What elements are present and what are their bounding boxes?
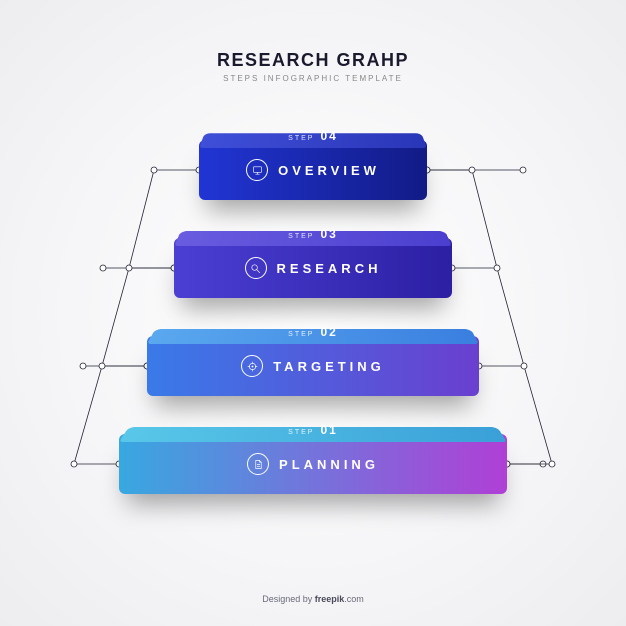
target-icon (241, 355, 263, 377)
step-slab: STEP04 OVERVIEW (199, 140, 427, 200)
monitor-icon (246, 159, 268, 181)
step-block-03: STEP03 RESEARCH (313, 238, 591, 298)
step-tag: STEP 02 (288, 325, 338, 339)
step-front: RESEARCH (174, 238, 452, 298)
step-tag: STEP 03 (288, 227, 338, 241)
page-title: RESEARCH GRAHP (0, 50, 626, 71)
step-front: PLANNING (119, 434, 507, 494)
step-front: OVERVIEW (199, 140, 427, 200)
step-label: TARGETING (273, 359, 385, 374)
page-subtitle: STEPS INFOGRAPHIC TEMPLATE (0, 74, 626, 83)
step-block-04: STEP04 OVERVIEW (313, 140, 541, 200)
attribution: Designed by freepik.com (0, 594, 626, 604)
attribution-brand: freepik (315, 594, 345, 604)
step-tag: STEP 04 (288, 129, 338, 143)
search-icon (245, 257, 267, 279)
step-number: 01 (320, 423, 337, 437)
header: RESEARCH GRAHP STEPS INFOGRAPHIC TEMPLAT… (0, 0, 626, 83)
step-word: STEP (288, 233, 314, 240)
step-number: 02 (320, 325, 337, 339)
step-tag: STEP 01 (288, 423, 338, 437)
infographic-stage: STEP04 OVERVIEWSTEP03 RESEARCHSTEP02 TAR… (53, 110, 573, 560)
step-slab: STEP02 TARGETING (147, 336, 479, 396)
step-front: TARGETING (147, 336, 479, 396)
step-label: PLANNING (279, 457, 379, 472)
step-label: RESEARCH (277, 261, 382, 276)
step-block-02: STEP02 TARGETING (313, 336, 626, 396)
attribution-prefix: Designed by (262, 594, 315, 604)
step-slab: STEP01 PLANNING (119, 434, 507, 494)
document-icon (247, 453, 269, 475)
step-word: STEP (288, 135, 314, 142)
step-label: OVERVIEW (278, 163, 380, 178)
step-slab: STEP03 RESEARCH (174, 238, 452, 298)
step-number: 03 (320, 227, 337, 241)
step-number: 04 (320, 129, 337, 143)
step-word: STEP (288, 331, 314, 338)
step-word: STEP (288, 429, 314, 436)
attribution-suffix: .com (344, 594, 364, 604)
step-block-01: STEP01 PLANNING (313, 434, 626, 494)
